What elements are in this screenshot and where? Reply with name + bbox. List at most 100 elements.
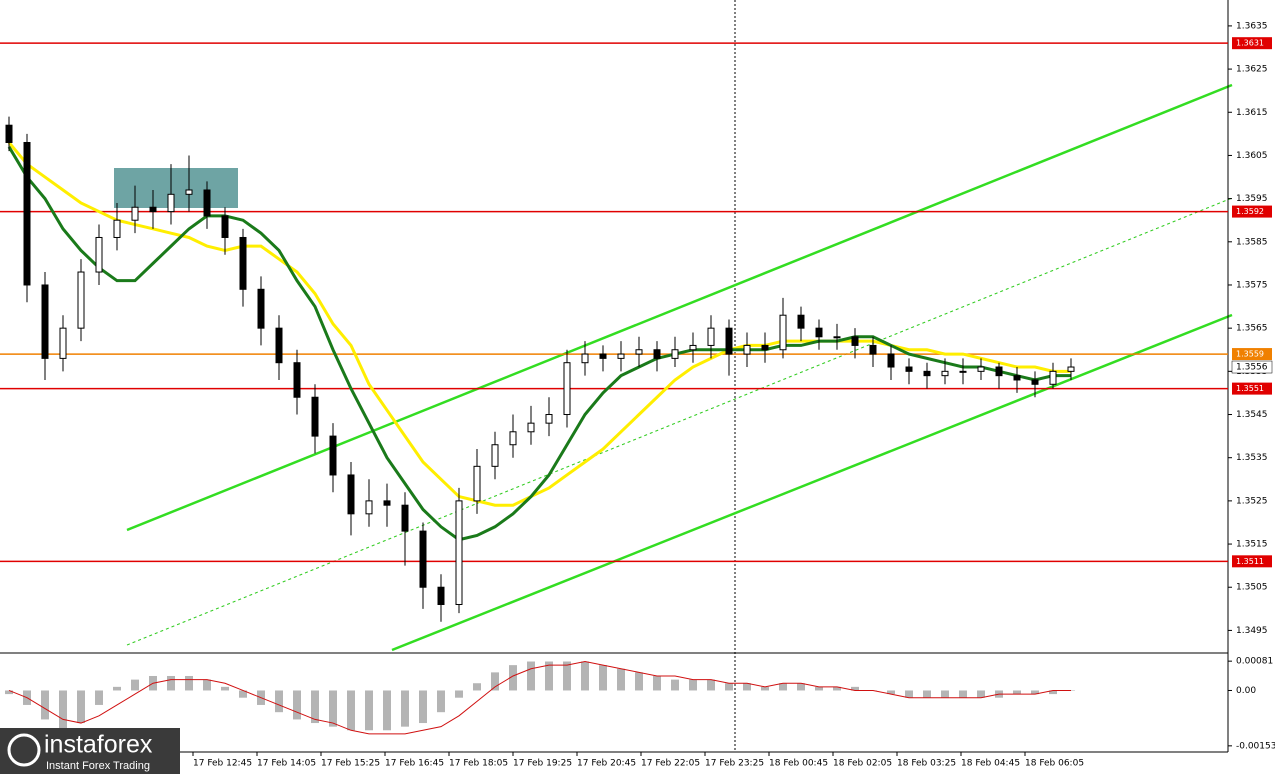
- x-tick-label: 18 Feb 00:45: [769, 759, 828, 769]
- y-tick-label: 1.3565: [1236, 324, 1268, 334]
- y-tick-label: 1.3585: [1236, 237, 1268, 247]
- x-tick-label: 17 Feb 16:45: [385, 759, 444, 769]
- candle-body: [365, 500, 373, 515]
- macd-bar: [311, 690, 319, 724]
- macd-bar: [275, 690, 283, 713]
- y-tick-label: 1.3515: [1236, 540, 1268, 550]
- candle-body: [1049, 370, 1057, 385]
- candle-body: [185, 189, 193, 195]
- macd-bar: [941, 690, 949, 698]
- candle-body: [329, 435, 337, 476]
- macd-bar: [419, 690, 427, 724]
- macd-bar: [185, 675, 193, 691]
- candle-body: [509, 431, 517, 446]
- x-tick-label: 18 Feb 02:05: [833, 759, 892, 769]
- macd-bar: [455, 690, 463, 698]
- x-tick-label: 17 Feb 12:45: [193, 759, 252, 769]
- candle-body: [167, 193, 175, 213]
- x-tick-label: 17 Feb 20:45: [577, 759, 636, 769]
- candle-body: [923, 370, 931, 377]
- level-label: 1.3559: [1236, 350, 1264, 359]
- x-tick-label: 17 Feb 15:25: [321, 759, 380, 769]
- macd-bar: [797, 683, 805, 691]
- macd-bar: [527, 661, 535, 691]
- candle-body: [293, 362, 301, 398]
- x-tick-label: 17 Feb 18:05: [449, 759, 508, 769]
- y-tick-label: 1.3635: [1236, 21, 1268, 31]
- y-tick-label: 1.3495: [1236, 626, 1268, 636]
- candle-body: [815, 327, 823, 338]
- candle-body: [455, 500, 463, 606]
- candle-body: [743, 344, 751, 355]
- macd-bar: [923, 690, 931, 698]
- drawings: [114, 0, 1233, 752]
- macd-tick-label: 0.00: [1236, 686, 1256, 696]
- candle-body: [401, 504, 409, 532]
- zone-box: [114, 168, 238, 208]
- candle-body: [635, 349, 643, 355]
- level-tag: [1232, 382, 1272, 395]
- channel-upper: [126, 83, 1233, 532]
- candle-body: [491, 444, 499, 467]
- y-tick-label: 1.3505: [1236, 583, 1268, 593]
- y-tick-label: 1.3625: [1236, 65, 1268, 75]
- candle-body: [275, 327, 283, 364]
- current-price-label: 1.3556: [1236, 363, 1268, 373]
- macd-bar: [905, 690, 913, 698]
- candle-body: [977, 366, 985, 372]
- x-tick-label: 17 Feb 14:05: [257, 759, 316, 769]
- candle-body: [779, 314, 787, 351]
- candle-body: [887, 353, 895, 368]
- candle-body: [257, 288, 265, 329]
- candle-body: [77, 271, 85, 329]
- candle-body: [725, 327, 733, 355]
- candle-body: [5, 124, 13, 143]
- x-tick-label: 18 Feb 04:45: [961, 759, 1020, 769]
- macd-bar: [1013, 690, 1021, 695]
- macd-bar: [581, 661, 589, 691]
- logo-name: instaforex: [44, 731, 153, 759]
- macd-bar: [365, 690, 373, 731]
- macd-bar: [1031, 690, 1039, 695]
- y-tick-label: 1.3595: [1236, 194, 1268, 204]
- y-tick-label: 1.3605: [1236, 151, 1268, 161]
- macd-bar: [653, 675, 661, 691]
- candle-body: [653, 349, 661, 359]
- macd-bar: [293, 690, 301, 720]
- level-tag: [1232, 37, 1272, 50]
- macd-bar: [509, 665, 517, 691]
- candle-body: [113, 219, 121, 238]
- macd-bar: [545, 661, 553, 691]
- candle-body: [599, 353, 607, 359]
- candle-body: [131, 206, 139, 221]
- candle-body: [203, 189, 211, 217]
- candle-body: [221, 215, 229, 238]
- macd-bar: [635, 672, 643, 691]
- macd-bar: [95, 690, 103, 705]
- channel-lower: [391, 313, 1233, 652]
- macd-bar: [779, 683, 787, 691]
- price-tag: [1231, 360, 1273, 374]
- candle-body: [311, 396, 319, 437]
- candle-body: [833, 336, 841, 339]
- candle-body: [23, 141, 31, 286]
- candle-body: [905, 366, 913, 372]
- logo: instaforex Instant Forex Trading: [0, 728, 180, 774]
- macd-signal: [8, 661, 1071, 735]
- candle-body: [59, 327, 67, 359]
- macd-bar: [707, 679, 715, 691]
- candle-body: [563, 362, 571, 416]
- macd-bar: [401, 690, 409, 727]
- macd-bar: [851, 686, 859, 691]
- candle-body: [437, 586, 445, 606]
- y-tick-label: 1.3525: [1236, 496, 1268, 506]
- x-tick-label: 18 Feb 06:05: [1025, 759, 1084, 769]
- candle-body: [869, 344, 877, 355]
- candle-body: [41, 284, 49, 359]
- channel-mid: [126, 197, 1233, 646]
- macd-bar: [383, 690, 391, 731]
- macd-bar: [59, 690, 67, 731]
- candle-body: [95, 236, 103, 273]
- macd-bar: [437, 690, 445, 713]
